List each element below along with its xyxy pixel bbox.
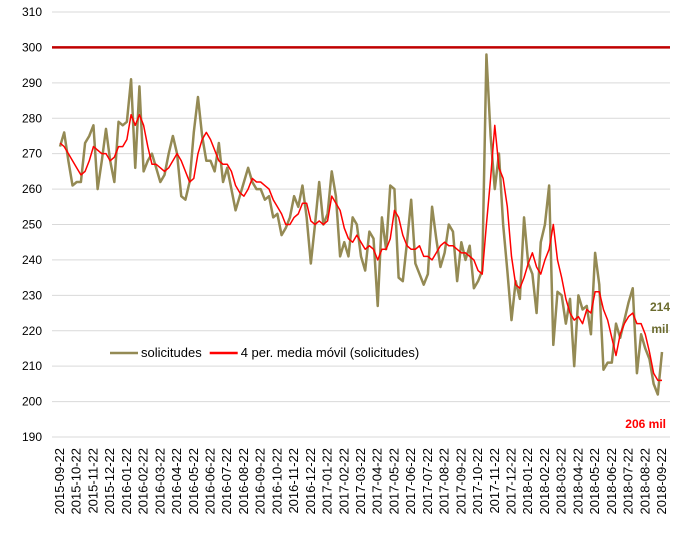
x-tick-label: 2016-07-22 [219,448,234,515]
y-tick-label: 310 [22,5,42,19]
x-tick-label: 2017-04-22 [370,448,385,515]
x-tick-label: 2017-01-22 [320,448,335,515]
y-tick-label: 300 [22,40,42,54]
x-tick-label: 2016-02-22 [136,448,151,515]
x-tick-label: 2016-12-22 [303,448,318,515]
x-tick-label: 2018-02-22 [537,448,552,515]
x-tick-label: 2017-07-22 [420,448,435,515]
x-tick-label: 2016-08-22 [236,448,251,515]
y-tick-label: 240 [22,253,42,267]
x-tick-label: 2018-03-22 [554,448,569,515]
x-tick-label: 2017-02-22 [336,448,351,515]
x-tick-label: 2018-08-22 [637,448,652,515]
x-tick-label: 2015-09-22 [52,448,67,515]
y-tick-label: 200 [22,395,42,409]
x-tick-label: 2017-11-22 [487,448,502,514]
x-tick-label: 2016-10-22 [269,448,284,515]
x-tick-label: 2018-06-22 [604,448,619,515]
x-tick-label: 2016-05-22 [186,448,201,515]
series-line [59,113,662,382]
y-tick-label: 210 [22,359,42,373]
x-tick-label: 2016-09-22 [253,448,268,515]
y-tick-label: 250 [22,218,42,232]
x-tick-label: 2015-11-22 [85,448,100,514]
legend-label: 4 per. media móvil (solicitudes) [241,345,419,360]
y-tick-label: 190 [22,430,42,444]
x-tick-label: 2015-12-22 [102,448,117,515]
legend-label: solicitudes [141,345,202,360]
x-tick-label: 2016-04-22 [169,448,184,515]
x-tick-label: 2018-01-22 [520,448,535,515]
series-line [58,53,664,396]
x-tick-label: 2017-08-22 [437,448,452,515]
y-tick-label: 290 [22,76,42,90]
y-tick-label: 280 [22,111,42,125]
x-tick-label: 2016-01-22 [119,448,134,515]
x-tick-label: 2018-07-22 [621,448,636,515]
y-tick-label: 230 [22,288,42,302]
x-tick-label: 2018-04-22 [570,448,585,515]
x-tick-label: 2016-06-22 [203,448,218,515]
x-tick-label: 2017-03-22 [353,448,368,515]
x-tick-label: 2016-03-22 [152,448,167,515]
y-tick-label: 260 [22,182,42,196]
x-tick-label: 2015-10-22 [69,448,84,515]
x-tick-label: 2017-05-22 [386,448,401,515]
annotation: 214 mil [650,300,670,336]
x-tick-label: 2018-09-22 [654,448,669,515]
x-tick-label: 2017-09-22 [453,448,468,515]
x-tick-label: 2017-06-22 [403,448,418,515]
x-tick-label: 2017-10-22 [470,448,485,515]
x-tick-label: 2018-05-22 [587,448,602,515]
annotation: 206 mil [625,417,666,431]
x-tick-label: 2016-11-22 [286,448,301,514]
y-tick-label: 220 [22,324,42,338]
x-tick-label: 2017-12-22 [504,448,519,515]
y-tick-label: 270 [22,147,42,161]
